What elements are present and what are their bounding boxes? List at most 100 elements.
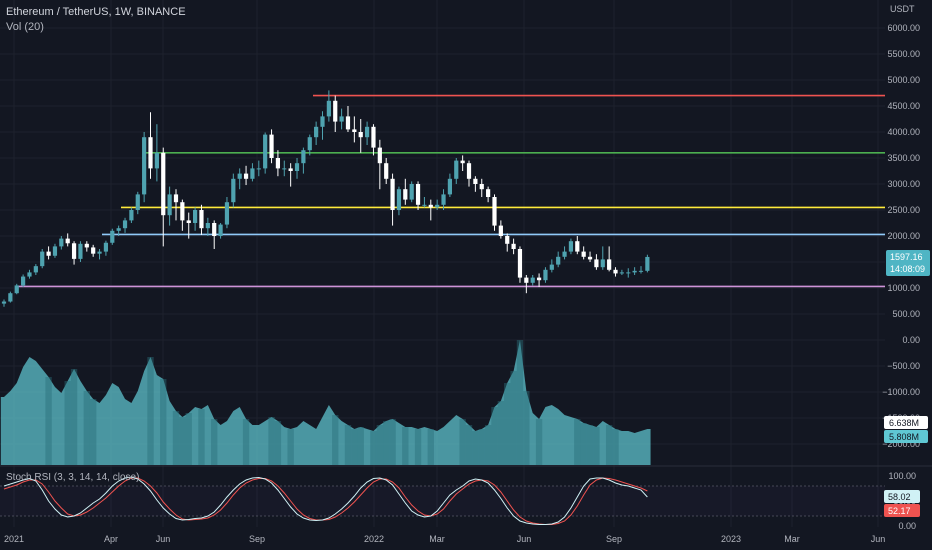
candle-body[interactable] (384, 163, 389, 179)
candle-body[interactable] (224, 202, 230, 225)
candle-body[interactable] (21, 276, 26, 286)
candle-body[interactable] (40, 251, 45, 267)
candle-body[interactable] (1, 301, 7, 304)
candle-body[interactable] (536, 277, 542, 281)
candle-body[interactable] (415, 184, 421, 205)
candle-body[interactable] (486, 189, 491, 197)
candle-body[interactable] (78, 243, 83, 259)
time-axis[interactable]: 2021 Apr Jun Sep 2022 Mar Jun Sep 2023 Mar Jun (4, 534, 885, 544)
candle-body[interactable] (632, 270, 637, 273)
candle-body[interactable] (116, 228, 121, 231)
candle-body[interactable] (600, 259, 605, 268)
candle-body[interactable] (180, 202, 185, 221)
candle-body[interactable] (161, 152, 166, 216)
candle-body[interactable] (556, 256, 561, 265)
candle-body[interactable] (27, 272, 32, 277)
candle-body[interactable] (403, 189, 408, 200)
candle-body[interactable] (167, 194, 172, 216)
support-resistance-levels[interactable] (18, 94, 885, 288)
candle-body[interactable] (193, 210, 198, 223)
candle-body[interactable] (607, 259, 612, 270)
candle-body[interactable] (594, 259, 599, 268)
candle-body[interactable] (320, 116, 325, 127)
candle-body[interactable] (186, 220, 191, 223)
candle-body[interactable] (492, 197, 497, 226)
candle-body[interactable] (263, 134, 268, 169)
candlestick-series[interactable] (1, 90, 650, 307)
candle-body[interactable] (511, 243, 516, 249)
candle-body[interactable] (52, 246, 58, 256)
candle-body[interactable] (422, 204, 427, 206)
candle-body[interactable] (390, 178, 395, 210)
candle-body[interactable] (466, 163, 472, 179)
candle-body[interactable] (282, 168, 287, 170)
candle-body[interactable] (524, 277, 529, 283)
candle-body[interactable] (428, 204, 433, 208)
candle-body[interactable] (568, 241, 574, 252)
candle-body[interactable] (473, 178, 478, 184)
candle-body[interactable] (122, 220, 128, 229)
candle-body[interactable] (345, 116, 351, 130)
candle-body[interactable] (65, 238, 70, 244)
candle-body[interactable] (339, 116, 344, 122)
candle-body[interactable] (142, 137, 147, 195)
candle-body[interactable] (269, 134, 274, 158)
candle-body[interactable] (314, 126, 319, 138)
candle-body[interactable] (212, 223, 217, 236)
candle-body[interactable] (626, 272, 631, 274)
candle-body[interactable] (447, 178, 452, 195)
candle-body[interactable] (148, 137, 153, 169)
candle-body[interactable] (498, 225, 503, 236)
candle-body[interactable] (59, 238, 64, 247)
candle-body[interactable] (110, 230, 115, 243)
candle-body[interactable] (250, 168, 255, 179)
candle-body[interactable] (288, 168, 293, 171)
candle-body[interactable] (294, 163, 300, 171)
candle-body[interactable] (638, 270, 644, 272)
candle-body[interactable] (231, 178, 236, 203)
candle-body[interactable] (91, 247, 96, 254)
candle-body[interactable] (301, 150, 306, 164)
candle-body[interactable] (326, 100, 331, 117)
candle-body[interactable] (562, 251, 567, 257)
stoch-rsi-indicator-label[interactable]: Stoch RSI (3, 3, 14, 14, close) (6, 472, 140, 483)
candle-body[interactable] (33, 266, 38, 273)
candle-body[interactable] (352, 129, 357, 132)
volume-indicator-label[interactable]: Vol (20) (6, 21, 44, 33)
candle-body[interactable] (173, 194, 179, 203)
candle-body[interactable] (8, 293, 13, 302)
candle-body[interactable] (543, 269, 548, 281)
candle-body[interactable] (454, 160, 459, 179)
candle-body[interactable] (14, 285, 19, 294)
candle-body[interactable] (396, 189, 402, 210)
candle-body[interactable] (460, 160, 465, 164)
candle-body[interactable] (154, 152, 159, 169)
candle-body[interactable] (358, 132, 363, 138)
candle-body[interactable] (587, 256, 593, 260)
candle-body[interactable] (517, 249, 523, 278)
candle-body[interactable] (256, 168, 261, 170)
candle-body[interactable] (218, 224, 223, 236)
candle-body[interactable] (575, 241, 580, 252)
candle-body[interactable] (199, 210, 204, 229)
candle-body[interactable] (307, 137, 312, 151)
candle-body[interactable] (237, 173, 242, 179)
candle-body[interactable] (333, 100, 338, 122)
candle-body[interactable] (364, 126, 370, 138)
candle-body[interactable] (135, 194, 140, 210)
candle-body[interactable] (71, 243, 77, 259)
price-axis[interactable]: USDT 6000.00 5500.00 5000.00 4500.00 4000.00 3… (882, 4, 920, 531)
candle-body[interactable] (243, 173, 249, 179)
candle-body[interactable] (84, 243, 89, 248)
candle-body[interactable] (505, 236, 510, 244)
candle-body[interactable] (97, 251, 102, 254)
candle-body[interactable] (619, 272, 624, 274)
candle-body[interactable] (377, 147, 382, 164)
candle-body[interactable] (275, 158, 281, 169)
candle-body[interactable] (479, 184, 484, 190)
candle-body[interactable] (549, 264, 554, 270)
candle-body[interactable] (613, 269, 618, 274)
candle-body[interactable] (46, 251, 51, 256)
candle-body[interactable] (205, 223, 210, 229)
